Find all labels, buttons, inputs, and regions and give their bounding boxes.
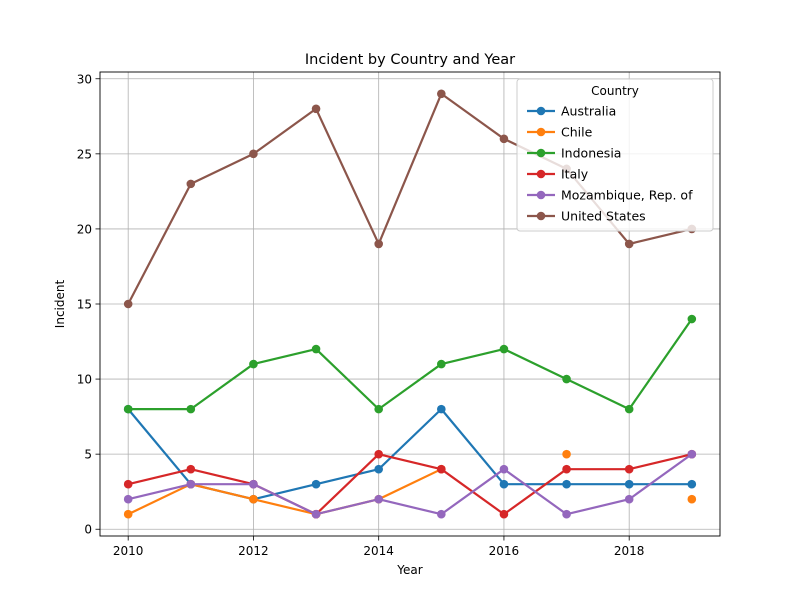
data-point <box>687 314 697 324</box>
data-point <box>624 404 634 414</box>
y-tick-label: 25 <box>77 147 92 161</box>
axis-ticks: 2010 2012 2014 2016 2018 0 5 10 15 20 25 30 <box>77 72 645 558</box>
legend: Country Australia Chile Indonesia Italy Mozam… <box>516 78 714 232</box>
legend-marker <box>536 169 546 179</box>
legend-label: Mozambique, Rep. of <box>561 188 693 203</box>
x-tick-label: 2014 <box>363 544 394 558</box>
legend-title: Country <box>591 84 639 98</box>
series-2 <box>123 314 697 414</box>
legend-label: Italy <box>561 167 589 182</box>
data-point <box>123 404 133 414</box>
chart-title: Incident by Country and Year <box>305 52 515 68</box>
data-point <box>374 464 383 474</box>
data-point <box>624 494 634 504</box>
data-point <box>499 134 509 144</box>
data-point <box>186 179 196 189</box>
y-tick-label: 5 <box>84 448 92 462</box>
data-point <box>499 464 509 474</box>
data-point <box>624 239 634 249</box>
x-tick-label: 2016 <box>489 544 520 558</box>
data-point <box>123 494 133 504</box>
series-line <box>127 468 443 516</box>
data-point <box>562 449 571 459</box>
x-tick-label: 2012 <box>238 544 269 558</box>
series-line <box>127 453 693 516</box>
data-point <box>249 479 258 489</box>
data-point <box>562 509 571 519</box>
data-point <box>437 359 446 369</box>
y-tick-label: 15 <box>77 298 92 312</box>
data-point <box>624 464 634 474</box>
legend-label: Chile <box>561 125 593 140</box>
data-point <box>562 479 571 489</box>
legend-marker <box>536 190 546 200</box>
data-point <box>437 404 446 414</box>
data-point <box>311 479 321 489</box>
data-point <box>374 404 383 414</box>
data-point <box>123 509 133 519</box>
data-point <box>624 479 634 489</box>
data-point <box>374 239 383 249</box>
data-point <box>186 464 196 474</box>
data-point <box>311 344 321 354</box>
data-point <box>374 449 383 459</box>
series-line <box>127 317 693 411</box>
data-point <box>437 509 446 519</box>
legend-box <box>516 78 714 232</box>
series-line <box>127 453 693 516</box>
data-point <box>499 509 509 519</box>
legend-marker <box>536 106 546 116</box>
x-axis-label: Year <box>396 563 422 577</box>
data-point <box>499 479 509 489</box>
y-tick-label: 30 <box>77 72 92 86</box>
y-tick-label: 10 <box>77 373 92 387</box>
x-tick-label: 2018 <box>614 544 645 558</box>
legend-label: Indonesia <box>561 146 621 161</box>
data-point <box>437 464 446 474</box>
series-4 <box>123 449 697 519</box>
data-point <box>123 299 133 309</box>
data-point <box>687 494 697 504</box>
x-tick-label: 2010 <box>113 544 144 558</box>
data-point <box>687 479 697 489</box>
data-point <box>687 449 697 459</box>
legend-label: United States <box>561 209 646 224</box>
data-point <box>374 494 383 504</box>
data-point <box>249 149 258 159</box>
data-point <box>186 479 196 489</box>
data-point <box>562 464 571 474</box>
legend-marker <box>536 127 546 137</box>
data-point <box>437 89 446 99</box>
y-tick-label: 0 <box>84 523 92 537</box>
data-point <box>562 374 571 384</box>
data-point <box>123 479 133 489</box>
data-point <box>249 359 258 369</box>
y-tick-label: 20 <box>77 222 92 236</box>
data-point <box>499 344 509 354</box>
legend-marker <box>536 211 546 221</box>
data-point <box>186 404 196 414</box>
legend-marker <box>536 148 546 158</box>
y-axis-label: Incident <box>53 280 67 329</box>
data-point <box>311 104 321 114</box>
data-point <box>249 494 258 504</box>
data-point <box>311 509 321 519</box>
legend-label: Australia <box>561 104 616 119</box>
